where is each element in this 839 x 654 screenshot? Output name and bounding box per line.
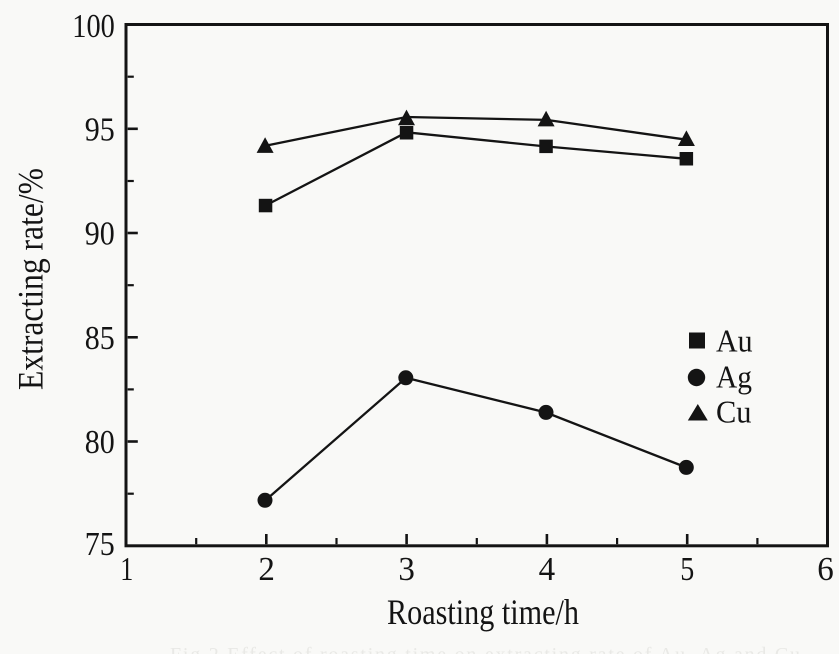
svg-text:90: 90 [85,216,115,253]
svg-text:85: 85 [85,320,115,357]
svg-text:95: 95 [85,111,115,148]
svg-text:2: 2 [258,551,275,588]
svg-text:Roasting time/h: Roasting time/h [387,592,579,632]
svg-text:5: 5 [680,551,694,588]
svg-text:1: 1 [120,551,133,588]
svg-text:100: 100 [72,8,115,45]
svg-text:80: 80 [85,424,115,461]
svg-text:6: 6 [817,551,834,588]
svg-text:Cu: Cu [716,394,752,430]
svg-text:4: 4 [539,551,556,588]
svg-text:Ag: Ag [716,359,752,395]
svg-text:3: 3 [398,551,415,588]
svg-text:Fig.2 Effect of roasting time: Fig.2 Effect of roasting time on extract… [170,644,800,654]
svg-text:Au: Au [716,323,753,359]
svg-text:Extracting rate/%: Extracting rate/% [11,168,51,390]
svg-text:75: 75 [85,526,115,563]
